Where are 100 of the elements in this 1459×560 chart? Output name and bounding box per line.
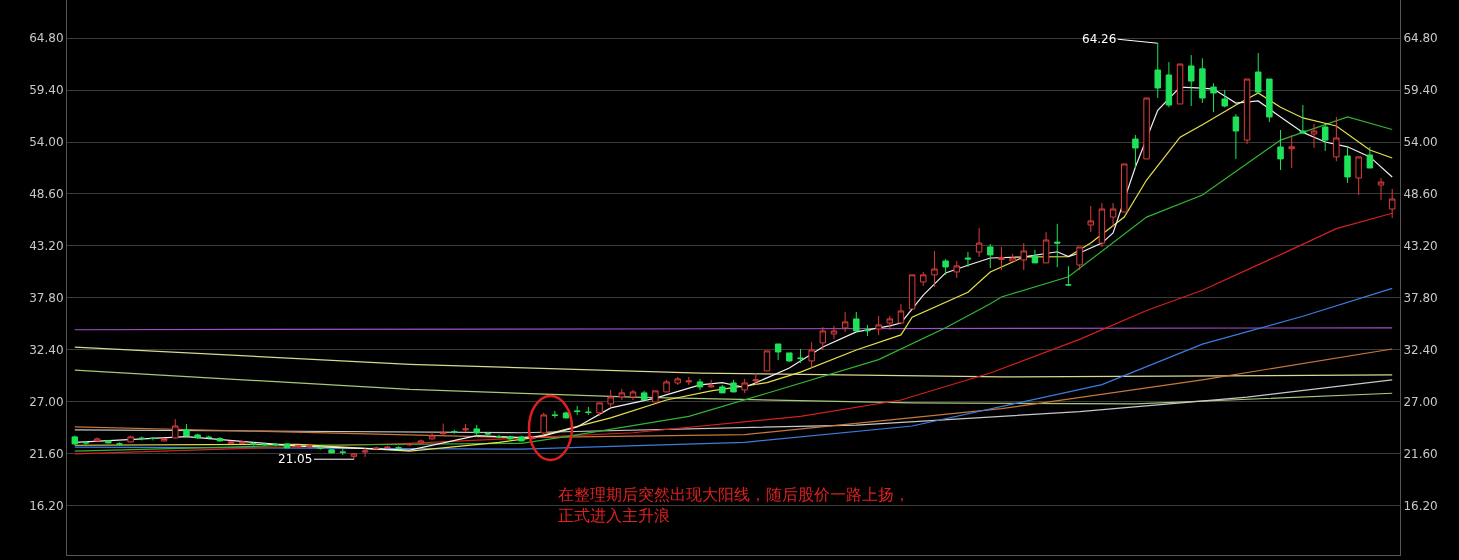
candlestick — [1065, 265, 1072, 286]
candlestick — [227, 440, 235, 445]
y2-tick-label: 43.20 — [1403, 239, 1438, 254]
candlestick — [250, 441, 257, 447]
candlestick — [1232, 113, 1240, 160]
candlestick — [82, 440, 90, 446]
candlestick — [1333, 116, 1340, 162]
y-tick-label: 59.40 — [29, 83, 64, 98]
candlestick — [596, 402, 603, 417]
line-series — [74, 348, 1393, 439]
annotation: 64.26 — [1082, 32, 1117, 46]
y-tick-label: 21.60 — [29, 447, 64, 462]
candlestick — [763, 350, 771, 372]
candlestick — [987, 243, 994, 269]
candlestick — [1299, 104, 1307, 134]
y2-tick-label: 59.40 — [1403, 83, 1438, 98]
candlestick — [1243, 78, 1251, 145]
candlestick — [819, 326, 827, 351]
candlestick — [71, 435, 79, 446]
candlestick — [373, 446, 380, 451]
candlestick — [1176, 63, 1184, 105]
candlestick — [93, 437, 101, 442]
candlestick — [998, 246, 1005, 271]
annotation: 21.05 — [278, 452, 313, 466]
candlestick — [741, 378, 748, 394]
candlestick — [183, 423, 190, 438]
y2-tick-label: 27.00 — [1403, 395, 1438, 410]
candlestick — [830, 325, 838, 340]
candlestick — [908, 274, 916, 310]
candlestick — [1288, 134, 1295, 169]
candlestick — [920, 271, 927, 287]
y2-tick-label: 21.60 — [1403, 447, 1438, 462]
line-series — [74, 369, 1393, 405]
candlestick — [585, 406, 592, 416]
candlestick — [339, 448, 346, 456]
y-tick-label: 16.20 — [29, 499, 64, 514]
candlestick — [1188, 54, 1195, 107]
candlestick — [1143, 97, 1150, 160]
y2-tick-label: 16.20 — [1403, 499, 1438, 514]
candlestick — [160, 437, 168, 442]
candlestick — [239, 440, 246, 445]
y2-tick-label: 37.80 — [1403, 291, 1438, 306]
candlestick — [328, 448, 335, 454]
candlestick — [663, 379, 670, 393]
candlestick — [484, 431, 492, 437]
candlestick — [440, 423, 447, 436]
candlestick — [1355, 156, 1362, 196]
candlestick — [473, 424, 480, 438]
candlestick — [853, 311, 860, 332]
candlestick — [1087, 205, 1094, 233]
candlestick — [1121, 163, 1128, 213]
candlestick — [518, 435, 525, 442]
candlestick — [451, 429, 458, 435]
candlestick — [194, 433, 201, 440]
candlestick — [138, 436, 146, 441]
candlestick — [674, 376, 681, 386]
line-series — [74, 379, 1393, 434]
candlestick — [1098, 202, 1106, 248]
candlestick — [1109, 202, 1117, 228]
candlestick — [116, 441, 123, 447]
y2-tick-label: 32.40 — [1403, 343, 1438, 358]
candlestick — [652, 390, 659, 403]
candlestick — [786, 352, 793, 363]
candlestick — [942, 258, 949, 276]
candlestick — [1377, 177, 1385, 201]
candlestick — [149, 436, 157, 441]
candlestick — [897, 303, 905, 324]
y-tick-label: 32.40 — [29, 343, 64, 358]
candlestick — [105, 439, 112, 444]
candlestick — [127, 435, 134, 443]
candlestick — [975, 227, 983, 258]
candlestick — [1054, 223, 1061, 268]
candlestick — [395, 445, 402, 451]
candlestick — [629, 389, 637, 401]
candlestick — [1321, 123, 1329, 152]
candlestick — [428, 431, 436, 440]
candlestick — [172, 418, 179, 440]
candlestick — [361, 447, 369, 458]
candlestick — [931, 250, 938, 288]
candlestick — [707, 379, 715, 388]
candlestick — [1310, 123, 1318, 149]
candlestick — [540, 412, 547, 435]
candlestick — [618, 388, 626, 401]
candlestick — [886, 315, 894, 331]
candlestick — [562, 411, 570, 419]
candlestick — [1042, 231, 1050, 264]
y2-tick-label: 54.00 — [1403, 135, 1438, 150]
candlestick — [1254, 52, 1262, 95]
candlestick — [964, 251, 972, 268]
y-tick-label: 48.60 — [29, 187, 64, 202]
y-tick-label: 27.00 — [29, 395, 64, 410]
y-tick-label: 43.20 — [29, 239, 64, 254]
candlestick — [685, 376, 693, 386]
y-tick-label: 37.80 — [29, 291, 64, 306]
candlestick — [1266, 78, 1273, 123]
candlestick — [495, 434, 503, 440]
candlestick — [1221, 89, 1228, 108]
candlestick — [953, 260, 961, 279]
candlestick — [730, 379, 737, 393]
candlestick — [1031, 249, 1039, 264]
